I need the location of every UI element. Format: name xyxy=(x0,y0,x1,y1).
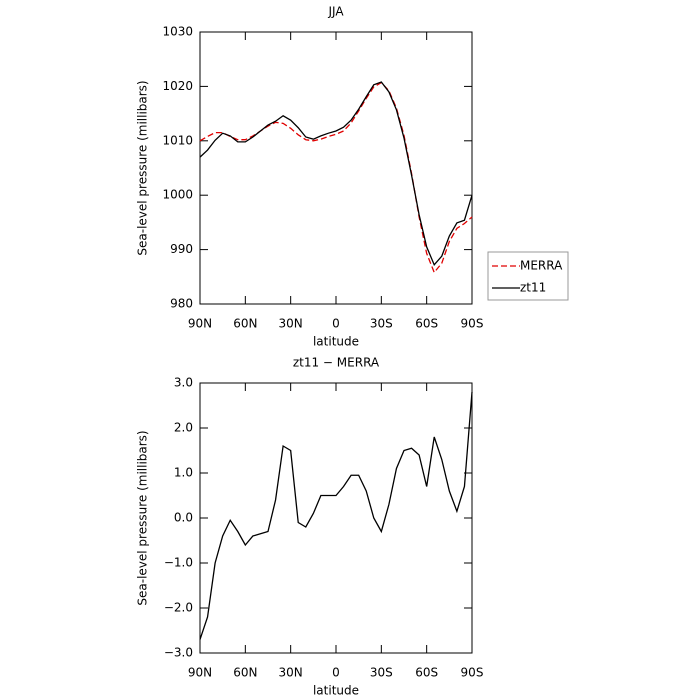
x-tick-label: 0 xyxy=(332,666,340,680)
y-tick-label: −1.0 xyxy=(164,556,193,570)
chart-title: zt11 − MERRA xyxy=(293,356,380,370)
y-tick-label: 1000 xyxy=(162,188,193,202)
y-tick-label: 1010 xyxy=(162,133,193,147)
x-tick-label: 0 xyxy=(332,317,340,331)
x-tick-label: 30S xyxy=(370,317,393,331)
series-line xyxy=(199,81,473,274)
y-tick-label: 990 xyxy=(170,242,193,256)
y-tick-label: 1.0 xyxy=(174,466,193,480)
y-tick-label: 3.0 xyxy=(174,376,193,390)
x-tick-label: 30N xyxy=(279,317,303,331)
y-tick-label: 2.0 xyxy=(174,421,193,435)
x-tick-label: 60N xyxy=(233,666,257,680)
plot-frame xyxy=(199,382,473,654)
series-line xyxy=(199,81,473,267)
x-axis-label: latitude xyxy=(313,335,359,349)
x-tick-label: 30S xyxy=(370,666,393,680)
y-axis-label: Sea-level pressure (millibars) xyxy=(136,430,150,605)
y-tick-label: 0.0 xyxy=(174,511,193,525)
chart-title: JJA xyxy=(327,5,344,19)
y-tick-label: 1030 xyxy=(162,25,193,39)
x-tick-label: 60S xyxy=(415,666,438,680)
y-axis-label: Sea-level pressure (millibars) xyxy=(136,80,150,255)
y-tick-label: 980 xyxy=(170,297,193,311)
x-tick-label: 90N xyxy=(188,666,212,680)
x-tick-label: 30N xyxy=(279,666,303,680)
y-tick-label: 1020 xyxy=(162,79,193,93)
legend-label: MERRA xyxy=(520,259,563,273)
y-tick-label: −2.0 xyxy=(164,601,193,615)
y-tick-label: −3.0 xyxy=(164,646,193,660)
x-tick-label: 90N xyxy=(188,317,212,331)
x-axis-label: latitude xyxy=(313,684,359,698)
x-tick-label: 90S xyxy=(461,317,484,331)
legend-box xyxy=(487,251,569,301)
x-tick-label: 60S xyxy=(415,317,438,331)
x-tick-label: 60N xyxy=(233,317,257,331)
x-tick-label: 90S xyxy=(461,666,484,680)
legend-label: zt11 xyxy=(520,281,546,295)
series-line xyxy=(199,391,473,640)
